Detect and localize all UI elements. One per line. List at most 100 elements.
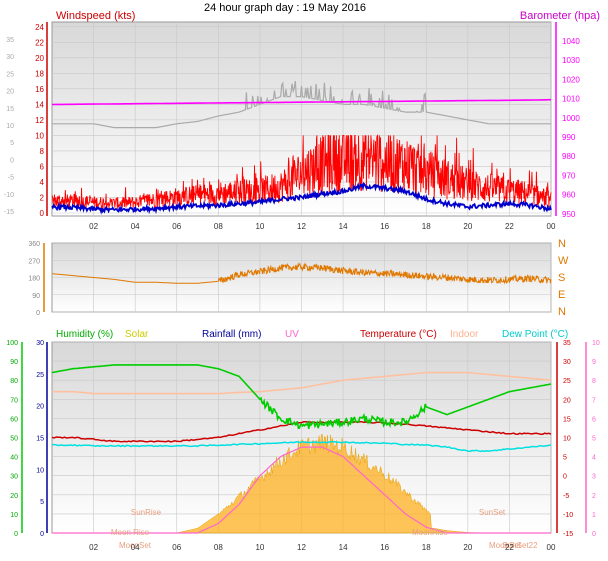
humidity-tick-label: 0: [14, 531, 18, 538]
dewpoint-label: Dew Point (°C): [502, 329, 568, 340]
uv-tick-label: 2: [592, 493, 596, 500]
wind-y-tick-label: 2: [40, 193, 45, 202]
compass-label: E: [558, 289, 565, 301]
uv-tick-label: 10: [592, 340, 600, 347]
temperature-tick-label: 30: [563, 359, 571, 366]
humidity-tick-label: 90: [10, 359, 18, 366]
uv-tick-label: 3: [592, 474, 596, 481]
wind-x-tick-label: 20: [463, 222, 472, 231]
wind-y-tick-label: 0: [40, 209, 45, 218]
wind-blue-line: [51, 181, 552, 215]
temperature-x-tick-label: 02: [89, 543, 98, 552]
wind-direction-line: [52, 262, 552, 285]
wind-faint-y-tick-label: 20: [6, 89, 14, 96]
rainfall-tick-label: 5: [40, 499, 44, 506]
sun-moon-annotation: MoonSet: [489, 541, 522, 550]
wind-x-tick-label: 18: [422, 222, 431, 231]
temperature-line: [51, 420, 552, 443]
sun-moon-annotation: SunSet22: [502, 541, 538, 550]
wind-y-tick-label: 8: [40, 147, 45, 156]
rainfall-tick-label: 15: [36, 436, 44, 443]
wind-x-tick-label: 14: [339, 222, 348, 231]
barometer-tick-label: 980: [562, 152, 576, 161]
barometer-tick-label: 990: [562, 133, 576, 142]
humidity-tick-label: 70: [10, 397, 18, 404]
barometer-tick-label: 1020: [562, 75, 580, 84]
sun-moon-annotation: SunRise: [131, 508, 162, 517]
temperature-tick-label: 10: [563, 436, 571, 443]
wind-faint-y-tick-label: -5: [8, 175, 14, 182]
wind-y-tick-label: 12: [35, 116, 44, 125]
barometer-tick-label: 1000: [562, 114, 580, 123]
sun-moon-annotation: MoonSet: [119, 541, 152, 550]
solar-label: Solar: [125, 329, 149, 340]
rainfall-label: Rainfall (mm): [202, 329, 261, 340]
rainfall-tick-label: 30: [36, 340, 44, 347]
humidity-label: Humidity (%): [56, 329, 113, 340]
humidity-tick-label: 20: [10, 493, 18, 500]
temperature-x-tick-label: 10: [255, 543, 264, 552]
chart-title: 24 hour graph day : 19 May 2016: [204, 2, 366, 14]
temperature-x-tick-label: 20: [463, 543, 472, 552]
wind-x-tick-label: 22: [505, 222, 514, 231]
humidity-tick-label: 50: [10, 436, 18, 443]
temperature-tick-label: 0: [563, 474, 567, 481]
temperature-label: Temperature (°C): [360, 329, 437, 340]
wind-faint-y-tick-label: 30: [6, 54, 14, 61]
sun-moon-annotation: SunSet: [479, 508, 506, 517]
barometer-tick-label: 970: [562, 171, 576, 180]
wind-y-tick-label: 10: [35, 131, 44, 140]
temperature-x-tick-label: 00: [547, 543, 556, 552]
compass-label: N: [558, 306, 566, 318]
compass-label: S: [558, 272, 565, 284]
windspeed-line: [51, 133, 552, 210]
direction-tick-label: 180: [28, 276, 40, 283]
humidity-tick-label: 40: [10, 455, 18, 462]
temperature-x-tick-label: 14: [339, 543, 348, 552]
uv-tick-label: 1: [592, 512, 596, 519]
temperature-x-tick-label: 08: [214, 543, 223, 552]
barometer-tick-label: 950: [562, 210, 576, 219]
barometer-tick-label: 1030: [562, 56, 580, 65]
wind-faint-y-tick-label: 25: [6, 71, 14, 78]
wind-faint-y-tick-label: -15: [4, 209, 14, 216]
direction-tick-label: 90: [32, 293, 40, 300]
uv-label: UV: [285, 329, 299, 340]
barometer-tick-label: 1010: [562, 95, 580, 104]
humidity-tick-label: 80: [10, 378, 18, 385]
temperature-tick-label: -5: [563, 493, 569, 500]
wind-x-tick-label: 02: [89, 222, 98, 231]
wind-y-tick-label: 20: [35, 54, 44, 63]
indoor-label: Indoor: [450, 329, 479, 340]
wind-faint-y-tick-label: 10: [6, 123, 14, 130]
barometer-line: [51, 98, 552, 106]
direction-tick-label: 0: [36, 310, 40, 317]
humidity-tick-label: 100: [6, 340, 18, 347]
uv-line: [52, 446, 551, 534]
wind-x-tick-label: 04: [131, 222, 140, 231]
wind-x-tick-label: 12: [297, 222, 306, 231]
sun-moon-annotation: MoonRise: [412, 528, 449, 537]
uv-tick-label: 8: [592, 378, 596, 385]
barometer-tick-label: 960: [562, 191, 576, 200]
rainfall-tick-label: 25: [36, 372, 44, 379]
temperature-x-tick-label: 18: [422, 543, 431, 552]
wind-y-tick-label: 24: [35, 23, 44, 32]
temperature-tick-label: 5: [563, 455, 567, 462]
rainfall-tick-label: 20: [36, 404, 44, 411]
wind-x-tick-label: 06: [172, 222, 181, 231]
wind-x-tick-label: 08: [214, 222, 223, 231]
rainfall-tick-label: 10: [36, 467, 44, 474]
uv-tick-label: 7: [592, 397, 596, 404]
humidity-tick-label: 30: [10, 474, 18, 481]
wind-y-tick-label: 22: [35, 38, 44, 47]
direction-tick-label: 270: [28, 258, 40, 265]
temperature-tick-label: -15: [563, 531, 573, 538]
wind-x-tick-label: 10: [255, 222, 264, 231]
wind-y-tick-label: 14: [35, 100, 44, 109]
rainfall-tick-label: 0: [40, 531, 44, 538]
wind-faint-y-tick-label: 15: [6, 106, 14, 113]
humidity-line: [51, 364, 552, 430]
temperature-x-tick-label: 16: [380, 543, 389, 552]
